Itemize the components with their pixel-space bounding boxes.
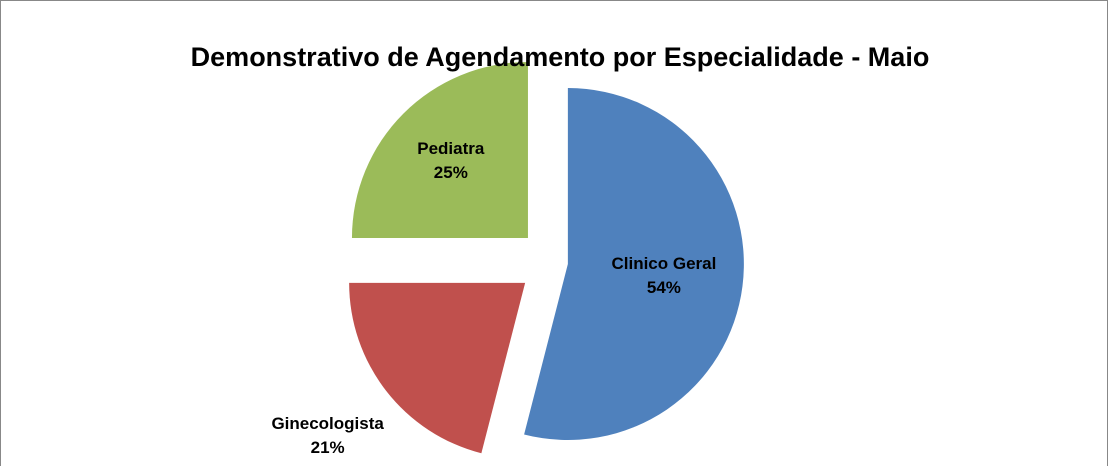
pie-slice: [349, 282, 526, 454]
value-label: 21%: [311, 439, 345, 458]
data-label: Pediatra 25%: [417, 139, 485, 182]
pie-slice: [351, 61, 528, 238]
data-label: Clinico Geral 54%: [611, 255, 716, 298]
category-label: Pediatra: [417, 139, 485, 158]
pie-slice: [524, 88, 744, 441]
chart-title: Demonstrativo de Agendamento por Especia…: [190, 42, 930, 72]
value-label: 25%: [434, 163, 468, 182]
category-label: Clinico Geral: [611, 255, 716, 274]
category-label: Ginecologista: [271, 415, 384, 434]
value-label: 54%: [647, 279, 681, 298]
data-label: Ginecologista 21%: [271, 415, 384, 458]
